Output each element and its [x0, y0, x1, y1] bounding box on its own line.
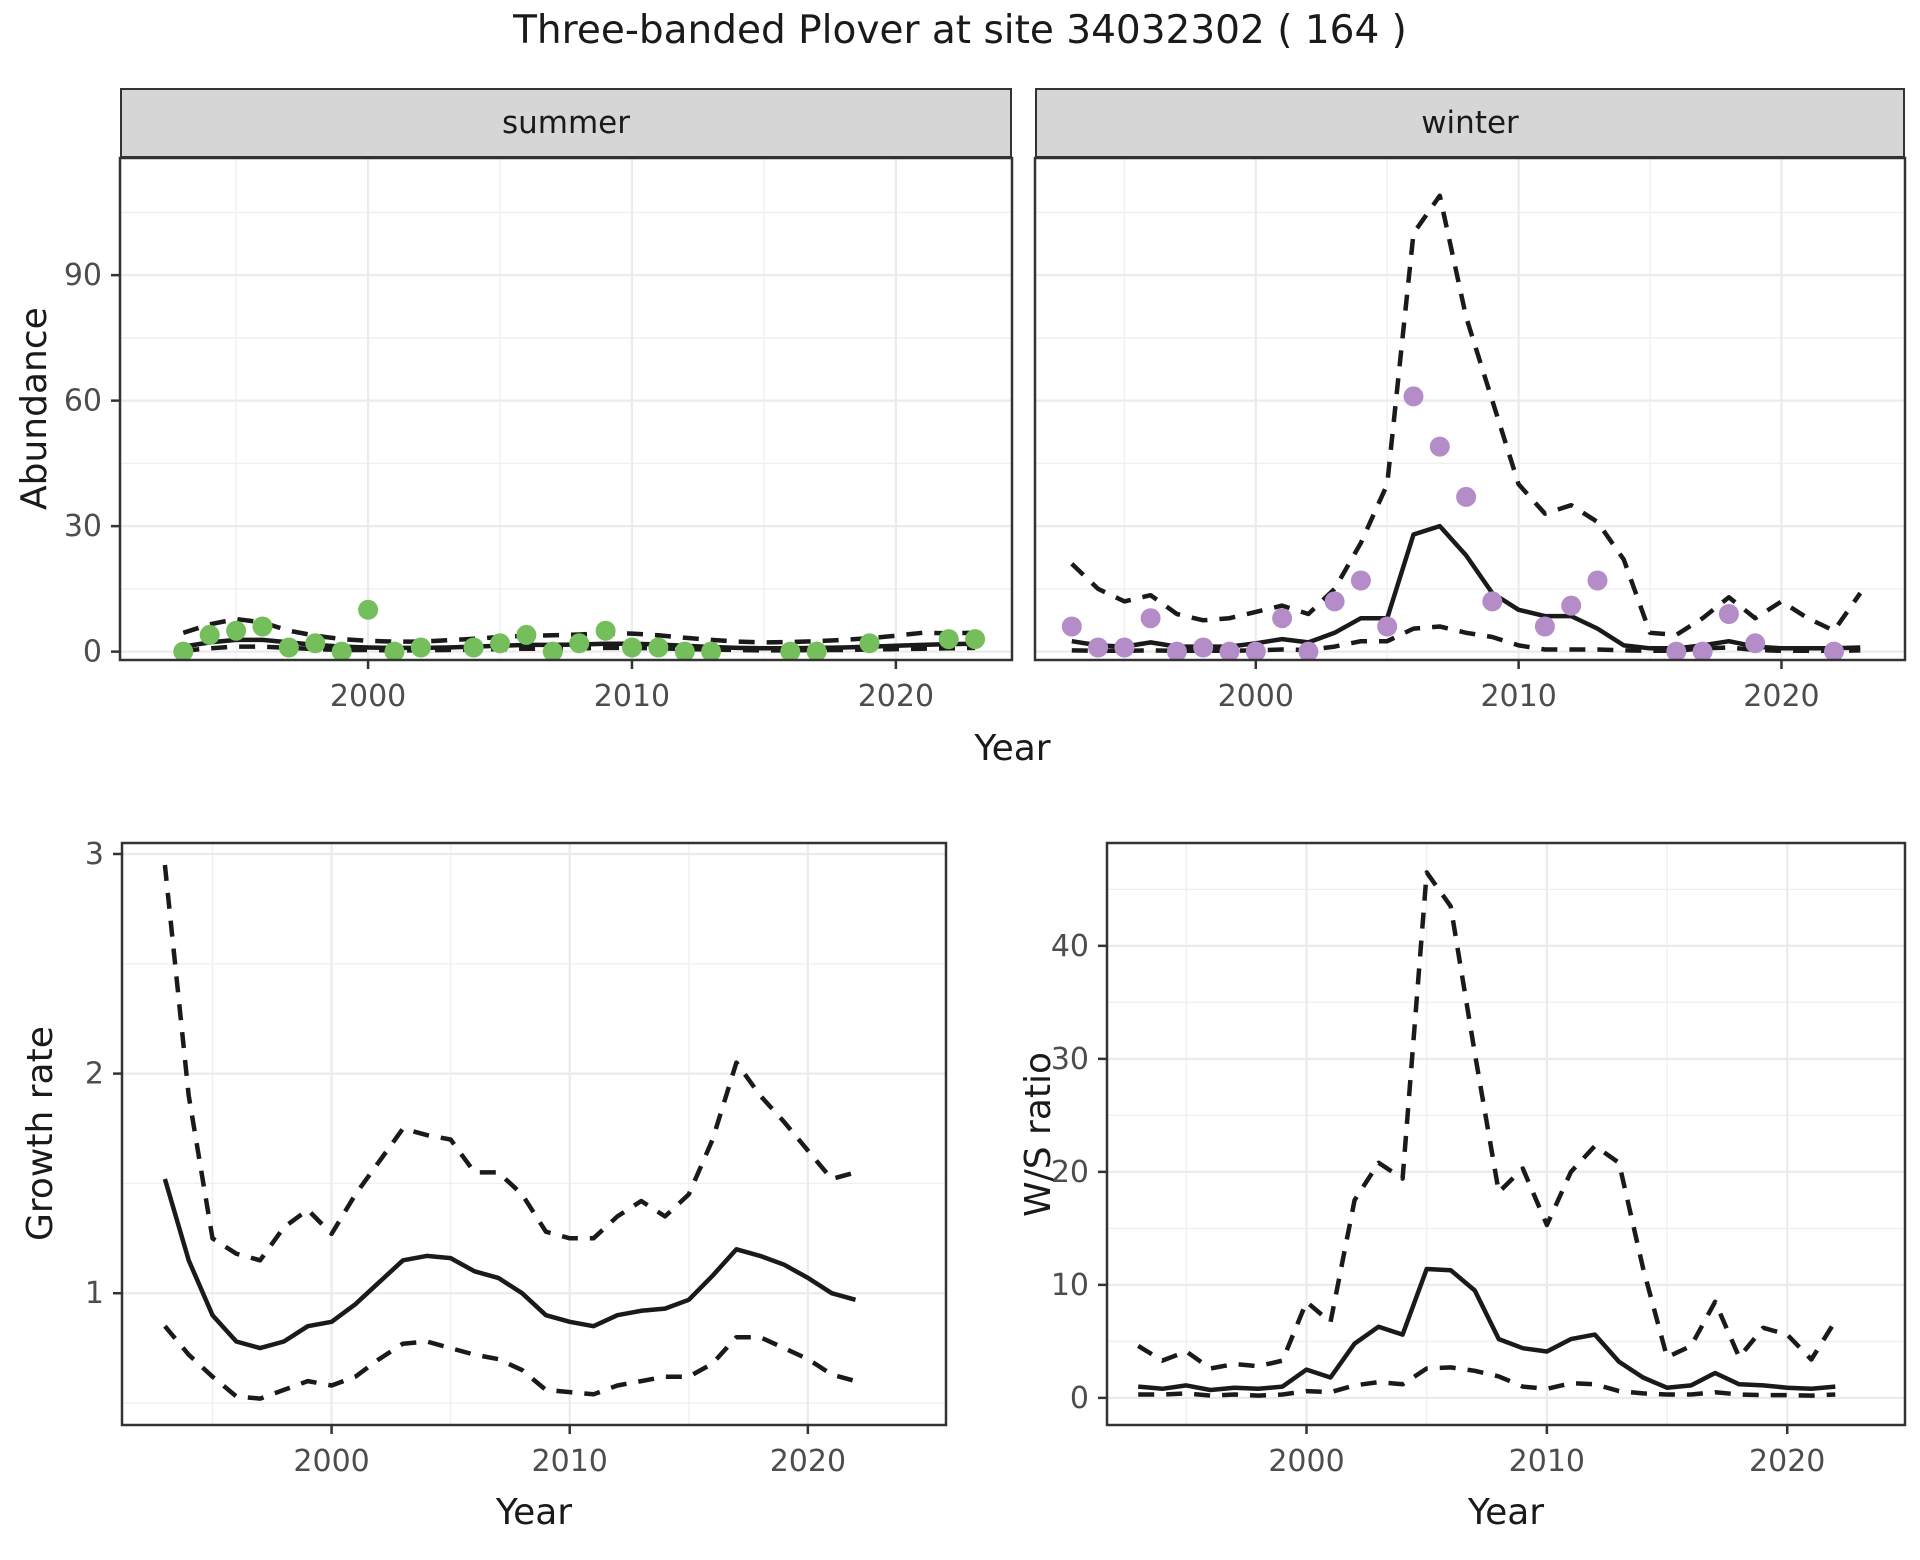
- y-tick-label: 0: [1070, 1381, 1089, 1416]
- x-tick-label: 2020: [770, 1444, 846, 1479]
- data-point-winter: [1324, 591, 1345, 612]
- x-axis-title-year-top: Year: [974, 728, 1051, 769]
- data-point-winter: [1587, 570, 1608, 591]
- y-tick-label: 90: [64, 258, 102, 293]
- facet-strip-summer-label: summer: [501, 105, 630, 141]
- data-point-winter: [1350, 570, 1371, 591]
- data-point-summer: [938, 629, 959, 650]
- data-point-summer: [305, 633, 326, 654]
- series-growth_rate-fit: [162, 1178, 857, 1351]
- series-ws_ratio-upper_ci: [1137, 870, 1838, 1371]
- x-axis-title-year-growth: Year: [495, 1492, 573, 1533]
- x-tick-label: 2010: [532, 1444, 608, 1479]
- data-point-summer: [252, 616, 273, 637]
- data-point-summer: [622, 637, 642, 658]
- data-point-summer: [226, 620, 247, 641]
- data-point-summer: [965, 629, 986, 650]
- y-tick-label: 30: [64, 509, 102, 544]
- series-growth_rate-upper_ci: [162, 864, 857, 1263]
- series-growth_rate-lower_ci: [163, 1324, 857, 1401]
- panel-ws_ratio: 2000 2010 2020 0 10 20 30 40: [1051, 841, 1907, 1479]
- page-title: Three-banded Plover at site 34032302 ( 1…: [513, 8, 1407, 53]
- y-axis-title-ws-ratio: W/S ratio: [1018, 1051, 1059, 1217]
- data-point-winter: [1245, 641, 1266, 660]
- panel-abundance_winter: 2000 2010 2020: [1033, 156, 1907, 714]
- x-tick-label: 2020: [1743, 679, 1819, 714]
- y-axis-title-growth-rate: Growth rate: [20, 1026, 61, 1242]
- data-point-winter: [1666, 641, 1687, 660]
- x-axis-title-year-ws: Year: [1467, 1492, 1545, 1533]
- x-tick-label: 2020: [1749, 1444, 1825, 1479]
- data-point-winter: [1456, 486, 1477, 507]
- panel-abundance_summer: 2000 2010 2020 0 30 60 90: [64, 156, 1014, 714]
- series-abundance_winter-lower_ci: [1071, 624, 1861, 654]
- data-point-summer: [516, 624, 537, 645]
- data-point-winter: [1718, 604, 1739, 624]
- y-tick-label: 0: [83, 635, 102, 670]
- data-point-summer: [278, 637, 299, 658]
- data-point-summer: [199, 624, 220, 645]
- data-point-summer: [569, 633, 590, 654]
- data-point-winter: [1429, 436, 1450, 457]
- data-point-winter: [1824, 641, 1844, 660]
- y-tick-label: 10: [1051, 1268, 1089, 1303]
- data-point-winter: [1561, 595, 1582, 616]
- y-tick-label: 1: [85, 1276, 104, 1311]
- data-point-winter: [1088, 637, 1109, 658]
- data-point-winter: [1377, 616, 1398, 637]
- y-tick-label: 30: [1051, 1042, 1089, 1077]
- y-tick-label: 2: [85, 1057, 104, 1092]
- data-point-summer: [648, 637, 669, 658]
- data-point-winter: [1403, 386, 1424, 407]
- data-point-summer: [490, 633, 510, 654]
- facet-strip-summer: summer: [120, 88, 1012, 158]
- x-tick-label: 2010: [594, 679, 670, 714]
- data-point-summer: [331, 641, 352, 660]
- y-tick-label: 60: [64, 384, 102, 419]
- data-point-summer: [358, 599, 379, 620]
- data-point-winter: [1166, 641, 1187, 660]
- facet-strip-winter-label: winter: [1421, 105, 1519, 141]
- data-point-winter: [1219, 641, 1240, 660]
- x-tick-label: 2000: [293, 1444, 369, 1479]
- x-tick-label: 2000: [1218, 679, 1294, 714]
- x-tick-label: 2000: [330, 679, 406, 714]
- data-point-summer: [859, 633, 880, 654]
- facet-strip-winter: winter: [1035, 88, 1905, 158]
- series-ws_ratio-lower_ci: [1138, 1365, 1836, 1398]
- y-tick-label: 20: [1051, 1155, 1089, 1190]
- data-point-summer: [780, 641, 801, 660]
- data-point-winter: [1534, 616, 1555, 637]
- data-point-summer: [806, 641, 827, 660]
- data-point-summer: [173, 641, 194, 660]
- data-point-winter: [1298, 641, 1319, 660]
- data-point-summer: [463, 637, 484, 658]
- x-tick-label: 2010: [1480, 679, 1556, 714]
- data-point-winter: [1272, 608, 1293, 629]
- data-point-summer: [701, 641, 722, 660]
- y-tick-label: 40: [1051, 929, 1089, 964]
- data-point-winter: [1140, 608, 1161, 629]
- x-tick-label: 2010: [1509, 1444, 1585, 1479]
- series-ws_ratio-fit: [1137, 1266, 1836, 1393]
- y-axis-title-abundance: Abundance: [14, 307, 55, 511]
- data-point-winter: [1114, 637, 1135, 658]
- data-point-summer: [595, 620, 616, 641]
- data-point-winter: [1482, 591, 1503, 612]
- x-tick-label: 2000: [1268, 1444, 1344, 1479]
- data-point-winter: [1193, 637, 1214, 658]
- series-abundance_winter-upper_ci: [1070, 193, 1863, 638]
- data-point-winter: [1061, 616, 1082, 637]
- data-point-summer: [674, 641, 695, 660]
- data-point-winter: [1745, 633, 1766, 654]
- panel-growth_rate: 2000 2010 2020 1 2 3: [85, 837, 948, 1479]
- data-point-summer: [542, 641, 563, 660]
- data-point-summer: [410, 637, 431, 658]
- x-tick-label: 2020: [858, 679, 934, 714]
- y-tick-label: 3: [85, 837, 104, 872]
- data-point-summer: [384, 641, 405, 660]
- data-point-winter: [1692, 641, 1713, 660]
